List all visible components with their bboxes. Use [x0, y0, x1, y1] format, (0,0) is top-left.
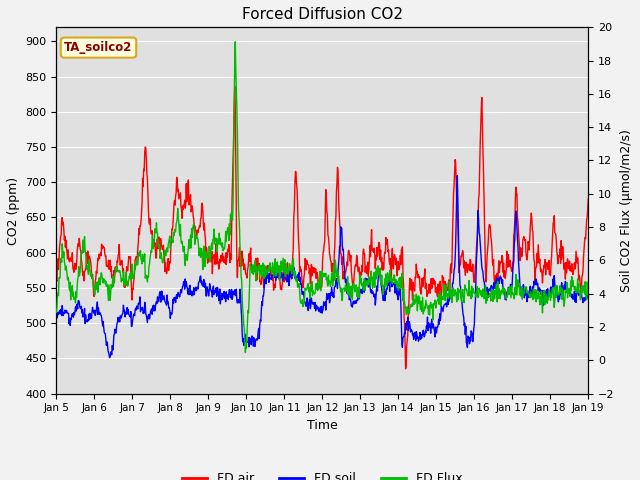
- Text: TA_soilco2: TA_soilco2: [65, 41, 132, 54]
- Title: Forced Diffusion CO2: Forced Diffusion CO2: [242, 7, 403, 22]
- Legend: FD air, FD soil, FD Flux: FD air, FD soil, FD Flux: [177, 467, 468, 480]
- Y-axis label: Soil CO2 Flux (μmol/m2/s): Soil CO2 Flux (μmol/m2/s): [620, 129, 633, 292]
- X-axis label: Time: Time: [307, 419, 338, 432]
- Y-axis label: CO2 (ppm): CO2 (ppm): [7, 176, 20, 244]
